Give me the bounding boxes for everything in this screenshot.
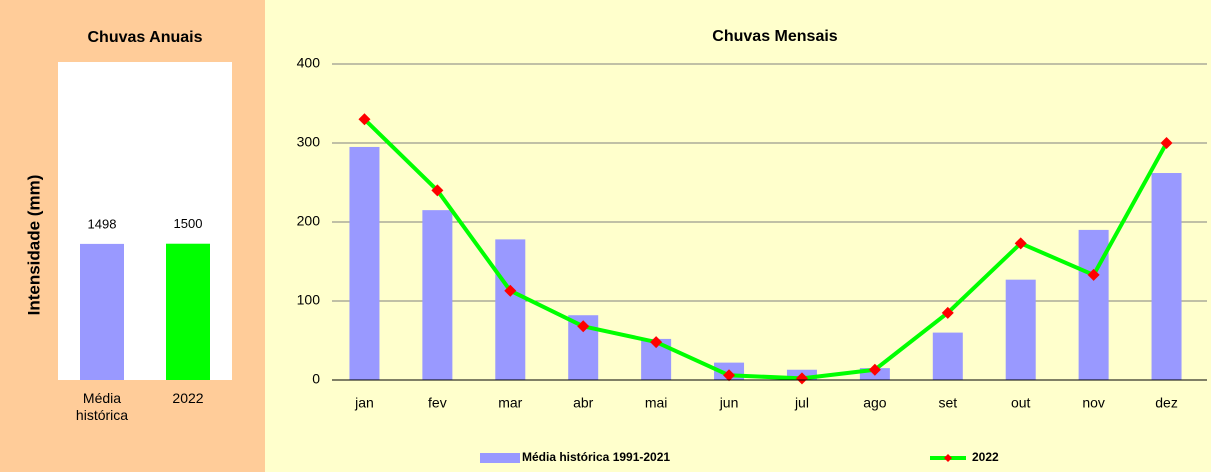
chart-title: Chuvas Mensais: [712, 28, 837, 45]
data-label: 1498: [88, 216, 117, 231]
y-tick-label: 200: [297, 213, 321, 229]
x-tick-label: mai: [645, 395, 668, 411]
x-tick-label: ago: [863, 395, 887, 411]
y-tick-label: 100: [297, 292, 321, 308]
bar: [495, 239, 526, 380]
bar: [166, 243, 210, 380]
marker: [941, 306, 954, 319]
x-tick-label: dez: [1155, 395, 1178, 411]
marker: [650, 336, 663, 349]
legend-swatch: [480, 453, 520, 463]
x-tick-label: abr: [573, 395, 594, 411]
y-axis-label: Intensidade (mm): [24, 175, 43, 316]
marker: [1087, 268, 1100, 281]
legend-label: 2022: [972, 450, 999, 464]
bar: [1151, 173, 1182, 380]
data-label: 1500: [174, 216, 203, 231]
x-tick-label: nov: [1082, 395, 1105, 411]
y-tick-label: 400: [297, 55, 321, 71]
marker: [1160, 137, 1173, 149]
x-tick-label: mar: [498, 395, 522, 411]
x-tick-label: jun: [719, 395, 739, 411]
x-tick-label: 2022: [172, 390, 204, 406]
bar: [932, 332, 963, 380]
x-tick-label: out: [1011, 395, 1031, 411]
x-tick-label: jul: [794, 395, 809, 411]
chart-title: Chuvas Anuais: [88, 29, 203, 46]
marker: [868, 363, 881, 376]
line: [363, 117, 1169, 381]
marker: [504, 284, 517, 297]
marker: [795, 372, 808, 385]
marker: [577, 320, 590, 333]
x-tick-label: fev: [428, 395, 447, 411]
marker: [431, 184, 444, 197]
marker: [1014, 237, 1027, 250]
x-tick-label: Média histórica: [75, 390, 129, 423]
legend-swatch: [944, 454, 952, 462]
x-tick-label: set: [938, 395, 957, 411]
marker: [723, 369, 736, 382]
bar: [349, 146, 380, 380]
x-tick-label: jan: [354, 395, 374, 411]
y-tick-label: 0: [312, 371, 320, 387]
bar: [80, 243, 124, 380]
bar: [1005, 279, 1036, 380]
marker: [358, 113, 371, 126]
bar: [422, 210, 453, 380]
y-tick-label: 300: [297, 134, 321, 150]
legend-label: Média histórica 1991-2021: [522, 450, 670, 464]
